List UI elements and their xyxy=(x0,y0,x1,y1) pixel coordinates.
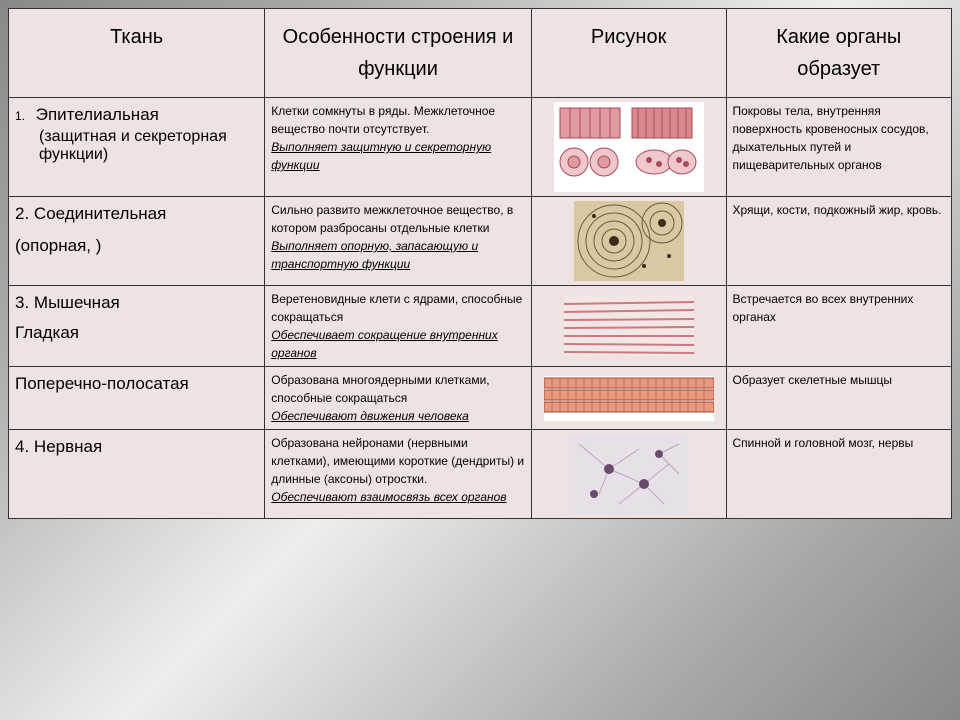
tissue-name: Эпителиальная xyxy=(36,105,159,124)
row-number: 3. xyxy=(15,293,29,312)
header-row: Ткань Особенности строения и функции Рис… xyxy=(9,9,952,98)
cell-tissue: 3. Мышечная Гладкая xyxy=(9,286,265,367)
cell-organs: Встречается во всех внутренних органах xyxy=(726,286,952,367)
row-muscle-striated: Поперечно-полосатая Образована многоядер… xyxy=(9,367,952,430)
row-epithelial: 1. Эпителиальная (защитная и секреторная… xyxy=(9,98,952,197)
cell-tissue: 2. Соединительная (опорная, ) xyxy=(9,197,265,286)
cell-tissue: 4. Нервная xyxy=(9,430,265,519)
row-nervous: 4. Нервная Образована нейронами (нервным… xyxy=(9,430,952,519)
cell-features: Клетки сомкнуты в ряды. Межклеточное вещ… xyxy=(265,98,532,197)
features-plain: Клетки сомкнуты в ряды. Межклеточное вещ… xyxy=(271,104,495,136)
cell-organs: Хрящи, кости, подкожный жир, кровь. xyxy=(726,197,952,286)
connective-icon xyxy=(574,201,684,281)
features-plain: Сильно развито межклеточное вещество, в … xyxy=(271,203,513,235)
features-underlined: Обеспечивают взаимосвязь всех органов xyxy=(271,490,506,504)
header-tissue: Ткань xyxy=(9,9,265,98)
tissue-name: Нервная xyxy=(34,437,102,456)
row-number: 1. xyxy=(15,109,31,123)
cell-drawing xyxy=(531,430,726,519)
row-number: 4. xyxy=(15,437,29,456)
tissue-subtitle: (защитная и секреторная функции) xyxy=(15,128,258,164)
features-plain: Образована нейронами (нервными клетками)… xyxy=(271,436,524,486)
cell-drawing xyxy=(531,286,726,367)
tissue-name: Мышечная xyxy=(34,293,120,312)
row-number: 2. xyxy=(15,204,29,223)
cell-drawing xyxy=(531,98,726,197)
cell-organs: Образует скелетные мышцы xyxy=(726,367,952,430)
tissue-table: Ткань Особенности строения и функции Рис… xyxy=(8,8,952,519)
epithelial-icon xyxy=(554,102,704,192)
row-connective: 2. Соединительная (опорная, ) Сильно раз… xyxy=(9,197,952,286)
tissue-subrow: Гладкая xyxy=(15,316,258,346)
tissue-name: Поперечно-полосатая xyxy=(15,371,258,397)
header-features: Особенности строения и функции xyxy=(265,9,532,98)
features-underlined: Выполняет защитную и секреторную функции xyxy=(271,140,491,172)
cell-features: Веретеновидные клети с ядрами, способные… xyxy=(265,286,532,367)
cell-features: Образована многоядерными клетками, спосо… xyxy=(265,367,532,430)
cell-features: Сильно развито межклеточное вещество, в … xyxy=(265,197,532,286)
nervous-icon xyxy=(569,434,689,514)
features-plain: Образована многоядерными клетками, спосо… xyxy=(271,373,489,405)
header-drawing: Рисунок xyxy=(531,9,726,98)
cell-drawing xyxy=(531,367,726,430)
row-muscle-smooth: 3. Мышечная Гладкая Веретеновидные клети… xyxy=(9,286,952,367)
cell-tissue: Поперечно-полосатая xyxy=(9,367,265,430)
cell-organs: Спинной и головной мозг, нервы xyxy=(726,430,952,519)
cell-tissue: 1. Эпителиальная (защитная и секреторная… xyxy=(9,98,265,197)
header-organs: Какие органы образует xyxy=(726,9,952,98)
features-underlined: Обеспечивают движения человека xyxy=(271,409,469,423)
cell-organs: Покровы тела, внутренняя поверхность кро… xyxy=(726,98,952,197)
striated-muscle-icon xyxy=(544,376,714,421)
tissue-subtitle: (опорная, ) xyxy=(15,227,258,259)
tissue-name: Соединительная xyxy=(34,204,166,223)
features-underlined: Обеспечивает сокращение внутренних орган… xyxy=(271,328,497,360)
smooth-muscle-icon xyxy=(564,296,694,356)
features-underlined: Выполняет опорную, запасающую и транспор… xyxy=(271,239,478,271)
cell-features: Образована нейронами (нервными клетками)… xyxy=(265,430,532,519)
cell-drawing xyxy=(531,197,726,286)
features-plain: Веретеновидные клети с ядрами, способные… xyxy=(271,292,522,324)
